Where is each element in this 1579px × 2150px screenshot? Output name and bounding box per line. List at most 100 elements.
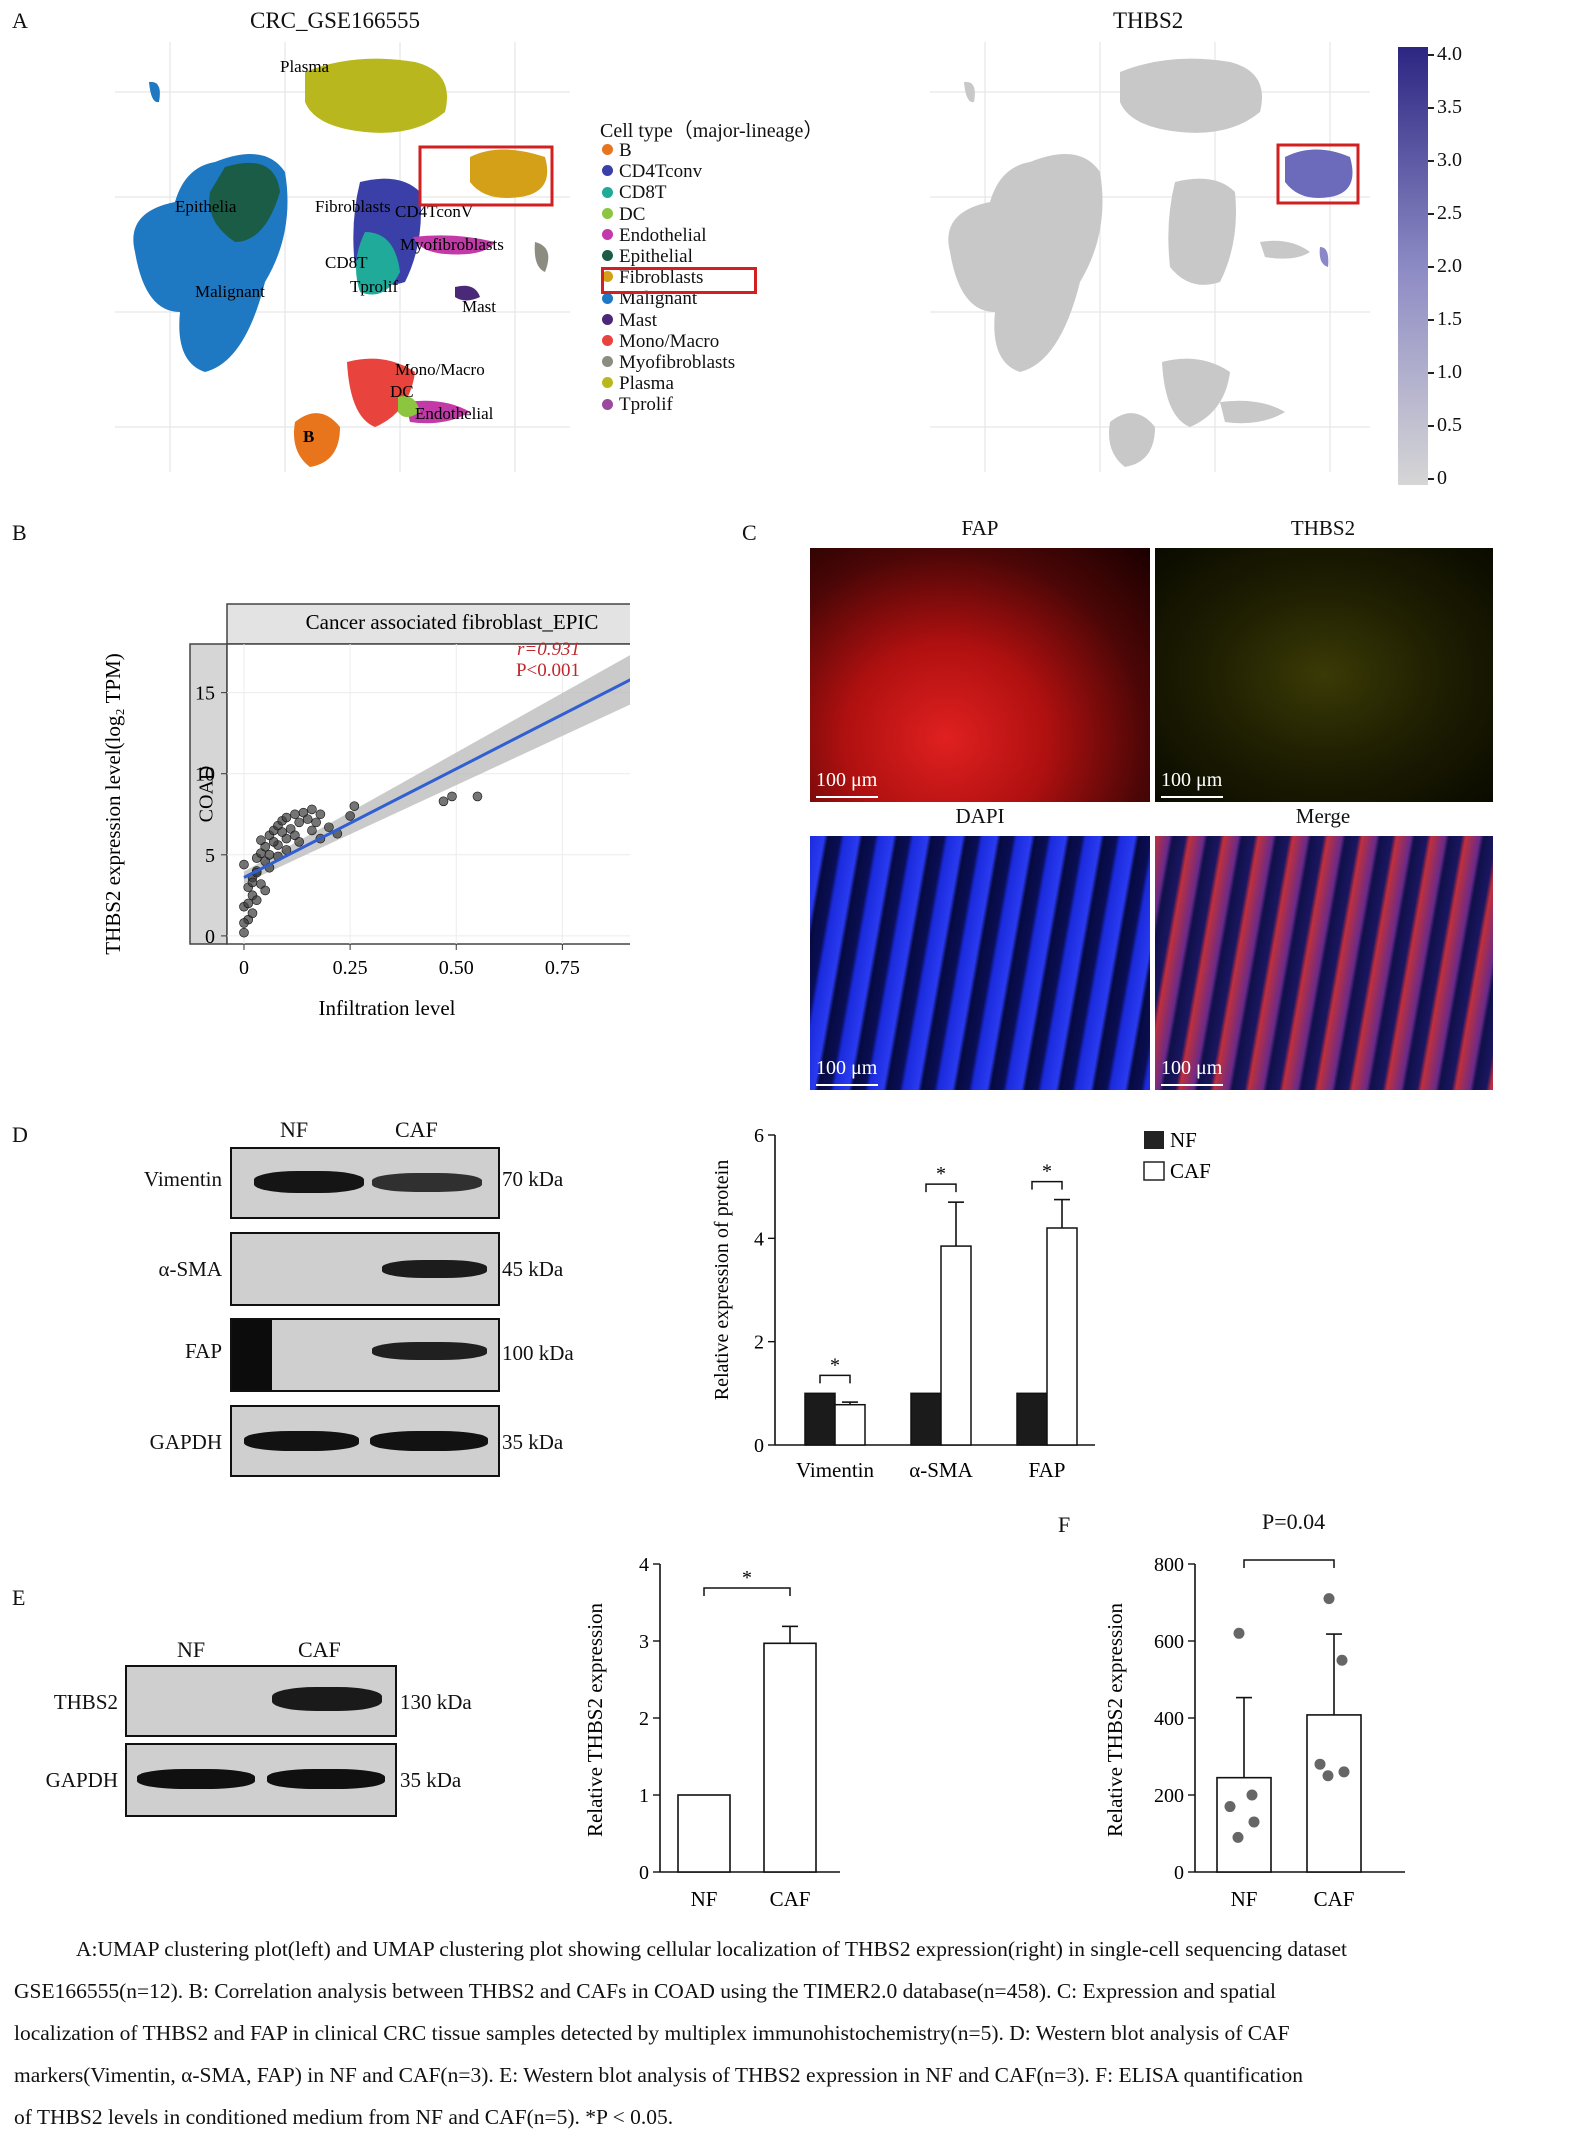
legend-dot	[602, 228, 613, 240]
bar-d-nf	[1016, 1392, 1048, 1446]
data-point-f	[1248, 1816, 1260, 1828]
legend-item: Fibroblasts	[602, 268, 703, 288]
chart-d-ylabel: Relative expression of protein	[711, 1160, 733, 1401]
x-tick-label: 0.25	[333, 957, 368, 979]
protein-expression-bar-chart: 0 2 4 6 * Vimentin * α-SMA * FAP Relative express…	[711, 1125, 1211, 1482]
umap-title: CRC_GSE166555	[250, 8, 420, 33]
regression-line	[243, 678, 630, 879]
blot-d-col-caf: CAF	[395, 1117, 438, 1142]
fibroblasts-highlight-box	[418, 145, 554, 207]
scatter-point	[260, 885, 271, 896]
panel-label-d: D	[12, 1122, 28, 1147]
p-value: P<0.001	[516, 660, 580, 681]
colorbar-tick-mark	[1428, 319, 1434, 321]
scatter-point	[294, 837, 304, 847]
r-value: r=0.931	[517, 639, 580, 660]
legend-dot	[602, 398, 613, 410]
colorbar	[1398, 47, 1428, 485]
sig-d-star: *	[1042, 1161, 1052, 1183]
cluster-label-fibroblasts: Fibroblasts	[315, 197, 391, 216]
sig-d-star: *	[936, 1163, 946, 1185]
scatter-point	[472, 791, 483, 802]
cluster-label-cd8t: CD8T	[325, 253, 368, 272]
cluster-label-endothelial: Endothelial	[415, 404, 494, 423]
x-tick-label-d: Vimentin	[796, 1458, 875, 1482]
blot-e-label-gapdh: GAPDH	[45, 1768, 118, 1792]
caption-line: A:UMAP clustering plot(left) and UMAP cl…	[76, 1937, 1348, 1961]
legend-item: Epithelial	[602, 247, 693, 267]
scale-bar-fap	[816, 796, 878, 798]
scale-label-thbs2: 100 μm	[1161, 769, 1223, 791]
sig-d-bracket	[925, 1183, 957, 1193]
correlation-scatter-chart: Cancer associated fibroblast_EPIC COAD 0…	[101, 603, 630, 1020]
ihc-image-dapi: 100 μm	[810, 836, 1150, 1090]
blot-d-label-fap: FAP	[185, 1339, 222, 1363]
data-point-f	[1323, 1593, 1335, 1605]
y-tick-label: 10	[195, 764, 215, 786]
colorbar-tick-label: 3.5	[1437, 96, 1462, 118]
legend-item: CD8T	[602, 183, 667, 203]
cluster-label-epithelia: Epithelia	[175, 197, 237, 216]
data-point-f	[1224, 1801, 1236, 1813]
legend-d-nf-swatch	[1144, 1131, 1164, 1149]
x-tick-label: 0.50	[439, 957, 474, 979]
legend-item: CD4Tconv	[602, 162, 702, 182]
blot-d-asma	[230, 1232, 500, 1306]
legend-label: DC	[619, 203, 646, 225]
scatter-point	[247, 877, 258, 888]
chart-e-ylabel: Relative THBS2 expression	[583, 1602, 607, 1837]
legend-title: Cell type（major-lineage）	[600, 120, 824, 142]
chart-d-y-tick-label: 2	[754, 1332, 764, 1354]
data-point-f	[1233, 1627, 1245, 1639]
cluster-label-mono-macro: Mono/Macro	[395, 360, 485, 379]
chart-d-y-tick-label: 4	[754, 1228, 764, 1250]
blot-d-col-nf: NF	[280, 1117, 309, 1142]
legend-item: Tprolif	[602, 395, 673, 415]
scatter-point	[345, 811, 355, 821]
colorbar-tick-label: 0.5	[1437, 414, 1462, 436]
legend-item: Plasma	[602, 374, 674, 394]
blot-e-label-thbs2: THBS2	[53, 1690, 118, 1714]
colorbar-tick-mark	[1428, 160, 1434, 162]
x-tick-label: 0.75	[545, 957, 580, 979]
legend-label: CD8T	[619, 182, 667, 204]
y-tick-label: 15	[195, 683, 215, 705]
cluster-label-plasma: Plasma	[280, 57, 330, 76]
legend-label: Tprolif	[619, 394, 673, 416]
ihc-title-dapi: DAPI	[955, 804, 1005, 828]
panel-f-pvalue: P=0.04	[1262, 1509, 1326, 1534]
chart-f-y-tick-label: 0	[1174, 1862, 1184, 1884]
sig-d-bracket	[1031, 1180, 1063, 1190]
blot-d-label-asma: α-SMA	[158, 1257, 222, 1281]
data-point-f	[1322, 1770, 1334, 1782]
scatter-point	[349, 801, 360, 811]
chart-e-y-tick-label: 1	[639, 1785, 649, 1807]
sig-e-star: *	[742, 1567, 752, 1589]
legend-item: B	[602, 141, 632, 161]
x-tick-label-d: α-SMA	[909, 1458, 973, 1482]
chart-d-y-tick-label: 0	[754, 1435, 764, 1457]
panel-label-c: C	[742, 520, 757, 545]
confidence-band	[243, 655, 630, 884]
panel-label-b: B	[12, 520, 27, 545]
legend-label: CD4Tconv	[619, 161, 703, 183]
legend-dot	[602, 144, 613, 156]
data-point-f	[1246, 1789, 1258, 1801]
panel-label-a: A	[12, 8, 28, 33]
legend-label: Mono/Macro	[619, 330, 720, 352]
caption-line: markers(Vimentin, α-SMA, FAP) in NF and …	[14, 2063, 1303, 2087]
legend-item: Mono/Macro	[602, 330, 720, 352]
scatter-point	[251, 895, 262, 906]
blot-d-size-asma: 45 kDa	[502, 1257, 564, 1281]
ihc-image-merge: 100 μm	[1155, 836, 1493, 1090]
scatter-point	[307, 825, 317, 836]
blot-e-size-gapdh: 35 kDa	[400, 1768, 462, 1792]
legend-d-caf: CAF	[1170, 1159, 1211, 1183]
umap-clusters-plot: Plasma Fibroblasts Epithelia CD4TconV My…	[115, 42, 570, 472]
colorbar-tick-mark	[1428, 372, 1434, 374]
legend-dot	[602, 334, 613, 346]
legend-dot	[602, 356, 613, 368]
blot-d-label-gapdh: GAPDH	[149, 1430, 222, 1454]
bar-d-nf	[910, 1392, 942, 1446]
data-point-f	[1338, 1766, 1350, 1778]
